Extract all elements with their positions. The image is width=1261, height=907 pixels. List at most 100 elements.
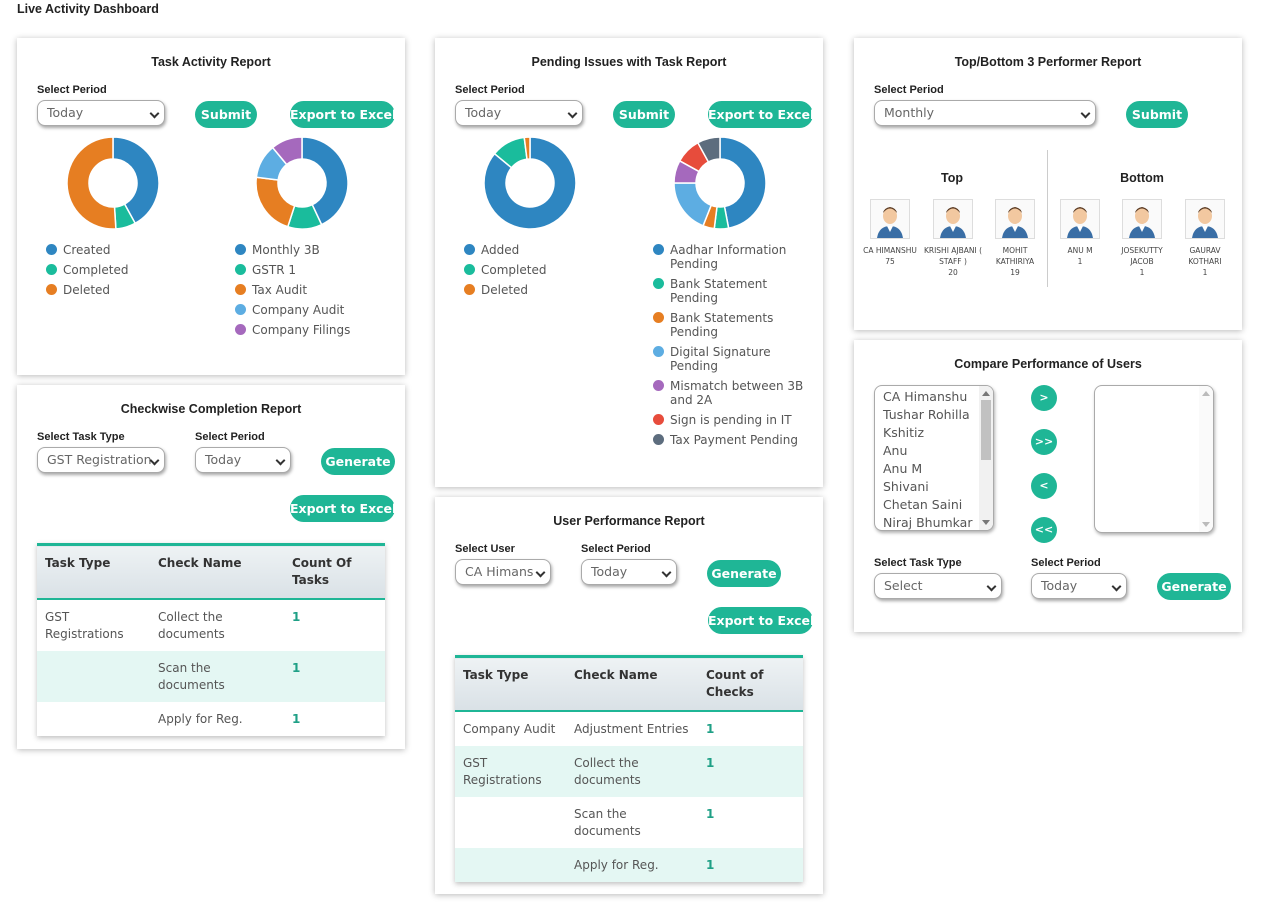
avatar <box>1060 199 1100 239</box>
legend-label: Tax Payment Pending <box>670 433 798 447</box>
user-avatar-icon <box>1192 207 1218 238</box>
pending-issues-donut-right <box>673 136 767 230</box>
generate-button[interactable]: Generate <box>321 448 395 475</box>
submit-button[interactable]: Submit <box>195 101 257 128</box>
scroll-up-icon[interactable] <box>982 391 990 396</box>
submit-button[interactable]: Submit <box>1126 101 1188 128</box>
generate-button[interactable]: Generate <box>1157 573 1231 600</box>
user-option[interactable]: Anu M <box>883 461 923 476</box>
legend-swatch <box>653 312 664 323</box>
performer-count: 1 <box>1077 257 1083 266</box>
available-users-list[interactable]: CA Himanshu Tushar Rohilla Kshitiz Anu Anu M… <box>874 385 994 531</box>
legend-swatch <box>235 284 246 295</box>
task-activity-donut-right <box>255 136 349 230</box>
legend-label: Completed <box>481 263 547 277</box>
period-select[interactable]: Today <box>195 447 291 473</box>
table-row: Scan the documents 1 <box>37 651 385 702</box>
legend-label: Aadhar Information Pending <box>670 243 787 271</box>
chevron-down-icon <box>986 581 997 592</box>
donut-slice[interactable] <box>523 136 531 161</box>
user-label: Select User <box>455 543 515 555</box>
pending-issues-legend-left: Added Completed Deleted <box>464 243 614 303</box>
top-bottom-title: Top/Bottom 3 Performer Report <box>954 55 1142 69</box>
export-excel-button[interactable]: Export to Excel <box>290 495 396 522</box>
period-select[interactable]: Today <box>581 559 677 585</box>
user-option[interactable]: Kshitiz <box>883 425 925 440</box>
legend-label: Bank Statements Pending <box>670 311 774 339</box>
legend-swatch <box>653 278 664 289</box>
task-type-select[interactable]: GST Registration <box>37 447 165 473</box>
period-select[interactable]: Monthly <box>874 100 1096 126</box>
donut-slice[interactable] <box>719 136 767 230</box>
user-avatar-icon <box>1067 207 1093 238</box>
legend-label: Bank Statement Pending <box>670 277 768 305</box>
user-select-value: CA Himans <box>465 564 534 579</box>
donut-slice[interactable] <box>66 136 117 230</box>
check-name-cell: Adjustment Entries <box>574 722 689 736</box>
scroll-down-icon[interactable] <box>1202 522 1210 527</box>
scrollbar[interactable] <box>979 386 993 530</box>
period-select[interactable]: Today <box>1031 573 1127 599</box>
avatar <box>1185 199 1225 239</box>
task-type-select[interactable]: Select <box>874 573 1002 599</box>
selected-users-list[interactable] <box>1094 385 1214 533</box>
submit-button[interactable]: Submit <box>613 101 675 128</box>
pending-issues-title: Pending Issues with Task Report <box>531 55 727 69</box>
move-left-button[interactable]: < <box>1031 473 1057 499</box>
donut-slice[interactable] <box>271 136 303 166</box>
legend-label: Tax Audit <box>252 283 308 297</box>
move-right-button[interactable]: > <box>1031 385 1057 411</box>
legend-swatch <box>653 346 664 357</box>
task-activity-legend-left: Created Completed Deleted <box>46 243 196 303</box>
legend-swatch <box>464 244 475 255</box>
legend-label: Created <box>63 243 111 257</box>
period-select[interactable]: Today <box>37 100 165 126</box>
period-select-value: Today <box>1041 578 1078 593</box>
performer-name: MOHIT KATHIRIYA <box>995 246 1035 266</box>
export-excel-button[interactable]: Export to Excel <box>708 101 814 128</box>
donut-slice[interactable] <box>483 136 577 230</box>
donut-slice[interactable] <box>301 136 349 226</box>
performer-count: 1 <box>1202 268 1208 277</box>
user-option[interactable]: Chetan Saini <box>883 497 963 512</box>
export-excel-button[interactable]: Export to Excel <box>708 607 814 634</box>
scrollbar[interactable] <box>1199 386 1213 532</box>
check-name-cell: Collect the documents <box>566 746 698 797</box>
donut-slice[interactable] <box>673 182 713 227</box>
period-select[interactable]: Today <box>455 100 583 126</box>
scroll-down-icon[interactable] <box>982 520 990 525</box>
legend-item: Aadhar Information Pending <box>653 243 813 271</box>
legend-swatch <box>653 414 664 425</box>
scroll-thumb[interactable] <box>981 400 991 460</box>
legend-swatch <box>46 244 57 255</box>
export-excel-button[interactable]: Export to Excel <box>290 101 396 128</box>
move-all-right-button[interactable]: >> <box>1031 429 1057 455</box>
table-row: Company Audit Adjustment Entries 1 <box>455 711 803 746</box>
user-option[interactable]: Niraj Bhumkar <box>883 515 973 530</box>
user-avatar-icon <box>877 207 903 238</box>
check-name-cell: Scan the documents <box>150 651 284 702</box>
count-cell: 1 <box>284 651 385 702</box>
move-all-left-button[interactable]: << <box>1031 517 1057 543</box>
task-type-cell <box>37 651 150 702</box>
table-row: Apply for Reg. 1 <box>455 848 803 882</box>
user-option[interactable]: CA Himanshu <box>883 389 968 404</box>
chevron-down-icon <box>275 455 286 466</box>
donut-slice[interactable] <box>112 136 160 225</box>
user-option[interactable]: Tushar Rohilla <box>883 407 970 422</box>
task-type-cell: GST Registrations <box>455 746 566 797</box>
user-select[interactable]: CA Himans <box>455 559 551 585</box>
scroll-up-icon[interactable] <box>1202 391 1210 396</box>
check-name-cell: Collect the documents <box>158 610 225 641</box>
generate-button[interactable]: Generate <box>707 560 781 587</box>
period-select-value: Today <box>205 452 242 467</box>
donut-slice[interactable] <box>255 176 296 228</box>
legend-label: Deleted <box>481 283 529 297</box>
chevron-down-icon <box>149 108 160 119</box>
table-header-row: Task Type Check Name Count Of Tasks <box>37 543 385 600</box>
top-heading: Top <box>941 171 963 185</box>
performer-count: 19 <box>1010 268 1020 277</box>
donut-slice[interactable] <box>696 136 721 163</box>
user-option[interactable]: Anu <box>883 443 908 458</box>
user-option[interactable]: Shivani <box>883 479 929 494</box>
